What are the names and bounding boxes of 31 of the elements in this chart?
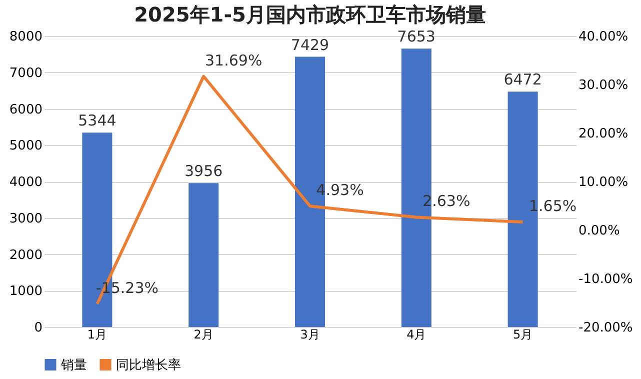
bar bbox=[188, 183, 219, 327]
y-tick-label: 1000 bbox=[9, 284, 42, 300]
y-tick-label: 7000 bbox=[9, 66, 42, 81]
x-tick-label: 1月 bbox=[87, 328, 108, 342]
x-tick-label: 5月 bbox=[512, 328, 533, 342]
y2-tick-label: 20.00% bbox=[578, 126, 628, 142]
y2-tick-label: -10.00% bbox=[578, 272, 633, 287]
legend-label: 同比增长率 bbox=[116, 356, 181, 373]
data-label: 5344 bbox=[78, 112, 116, 130]
legend-label: 销量 bbox=[60, 358, 87, 373]
y-tick-label: 6000 bbox=[9, 102, 42, 118]
data-label: 7429 bbox=[290, 36, 330, 54]
x-tick-label: 2月 bbox=[194, 328, 214, 342]
x-tick-label: 3月 bbox=[300, 328, 320, 342]
data-label: 6472 bbox=[504, 70, 542, 89]
y2-tick-label: 40.00% bbox=[578, 30, 628, 44]
y2-tick-label: -20.00% bbox=[578, 320, 633, 336]
chart-title: 2025年1-5月国内市政环卫车市场销量 bbox=[134, 2, 486, 27]
y-tick-label: 8000 bbox=[9, 30, 42, 44]
data-label: 3956 bbox=[184, 162, 223, 180]
y2-tick-label: 0.00% bbox=[578, 224, 620, 238]
y-tick-label: 5000 bbox=[9, 138, 42, 154]
y-tick-label: 3000 bbox=[9, 211, 42, 226]
data-label: 31.69% bbox=[205, 51, 262, 70]
y-tick-label: 4000 bbox=[9, 175, 42, 190]
y2-tick-label: 30.00% bbox=[578, 78, 628, 93]
y-tick-label: 2000 bbox=[9, 248, 42, 263]
y2-tick-label: 10.00% bbox=[578, 175, 628, 190]
data-label: 7653 bbox=[397, 28, 436, 46]
y-tick-label: 0 bbox=[34, 320, 42, 336]
x-tick-label: 4月 bbox=[406, 328, 426, 342]
